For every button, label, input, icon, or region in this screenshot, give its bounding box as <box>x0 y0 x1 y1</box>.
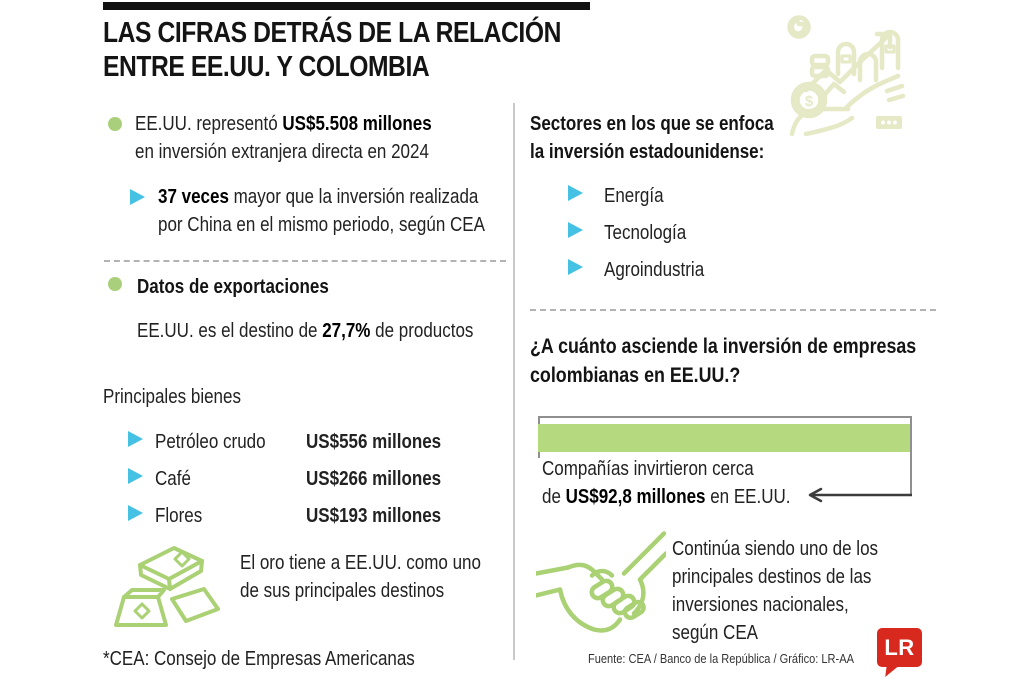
bullet-triangle-icon <box>128 505 143 521</box>
goods-row: Café US$266 millones <box>128 465 508 493</box>
bullet-triangle-icon <box>568 222 583 238</box>
fdi-text: EE.UU. representó <box>135 113 283 135</box>
page-title-line1: LAS CIFRAS DETRÁS DE LA RELACIÓN <box>103 17 561 49</box>
exports-text: EE.UU. es el destino de <box>137 320 323 342</box>
green-bullet-icon <box>108 277 122 291</box>
exports-statement: EE.UU. es el destino de 27,7% de product… <box>137 317 533 345</box>
title-rule-bar <box>103 2 590 10</box>
bullet-triangle-icon <box>568 259 583 275</box>
sector-label: Agroindustria <box>604 259 705 281</box>
dashed-divider-left <box>104 260 506 262</box>
source-credit: Fuente: CEA / Banco de la República / Gr… <box>588 651 854 666</box>
bullet-triangle-icon <box>128 468 143 484</box>
china-text-line2: por China en el mismo periodo, según CEA <box>158 214 485 236</box>
lr-logo-text: LR <box>884 634 915 660</box>
fdi-value: US$5.508 millones <box>282 113 432 135</box>
green-bullet-icon <box>108 117 122 131</box>
sector-label: Tecnología <box>604 222 687 244</box>
exports-heading: Datos de exportaciones <box>137 276 329 298</box>
good-value: US$556 millones <box>306 431 442 453</box>
sector-row: Tecnología <box>568 219 868 247</box>
good-value: US$193 millones <box>306 505 442 527</box>
good-name: Petróleo crudo <box>155 431 266 453</box>
investment-text-post: en EE.UU. <box>705 486 791 508</box>
goods-heading: Principales bienes <box>103 386 241 408</box>
fdi-statement: EE.UU. representó US$5.508 millones en i… <box>135 110 484 166</box>
sector-row: Energía <box>568 182 868 210</box>
goods-row: Petróleo crudo US$556 millones <box>128 428 508 456</box>
handshake-icon <box>536 531 666 633</box>
page-title-line2: ENTRE EE.UU. Y COLOMBIA <box>103 51 430 83</box>
investment-note: Compañías invirtieron cerca de US$92,8 m… <box>542 458 791 508</box>
bullet-triangle-icon <box>568 185 583 201</box>
china-text: mayor que la inversión realizada <box>228 186 479 208</box>
investment-question: ¿A cuánto asciende la inversión de empre… <box>530 335 917 387</box>
lr-logo-tail <box>885 665 900 677</box>
sectors-heading: Sectores en los que se enfoca la inversi… <box>530 113 774 163</box>
investment-text: de <box>542 486 566 508</box>
exports-value: 27,7% <box>322 320 371 342</box>
column-divider <box>513 103 515 660</box>
annotation-arrow-icon <box>808 487 912 503</box>
lr-logo: LR <box>877 628 922 677</box>
fdi-text-line2: en inversión extranjera directa en 2024 <box>135 141 429 163</box>
dollar-sign-glyph: $ <box>805 93 814 110</box>
lr-logo-badge: LR <box>877 628 922 667</box>
gold-bars-icon <box>114 546 220 627</box>
good-value: US$266 millones <box>306 468 442 490</box>
continuity-note: Continúa siendo uno de los principales d… <box>672 538 879 644</box>
good-name: Flores <box>155 505 203 527</box>
investment-value: US$92,8 millones <box>565 486 706 508</box>
investment-bar <box>538 424 910 452</box>
good-name: Café <box>155 468 191 490</box>
cea-footnote: *CEA: Consejo de Empresas Americanas <box>103 648 415 670</box>
bullet-triangle-icon <box>130 189 145 205</box>
china-value: 37 veces <box>158 186 229 208</box>
dashed-divider-right <box>530 309 936 311</box>
sector-label: Energía <box>604 185 664 207</box>
gold-note: El oro tiene a EE.UU. como uno de sus pr… <box>240 552 481 602</box>
china-comparison: 37 veces mayor que la inversión realizad… <box>158 183 543 239</box>
goods-row: Flores US$193 millones <box>128 502 508 530</box>
bullet-triangle-icon <box>128 431 143 447</box>
hand-money-growth-icon: $ <box>787 15 906 136</box>
exports-text-post: de productos <box>370 320 474 342</box>
sector-row: Agroindustria <box>568 256 868 284</box>
investment-bar-box <box>538 416 912 503</box>
page-title: LAS CIFRAS DETRÁS DE LA RELACIÓN ENTRE E… <box>103 16 642 84</box>
